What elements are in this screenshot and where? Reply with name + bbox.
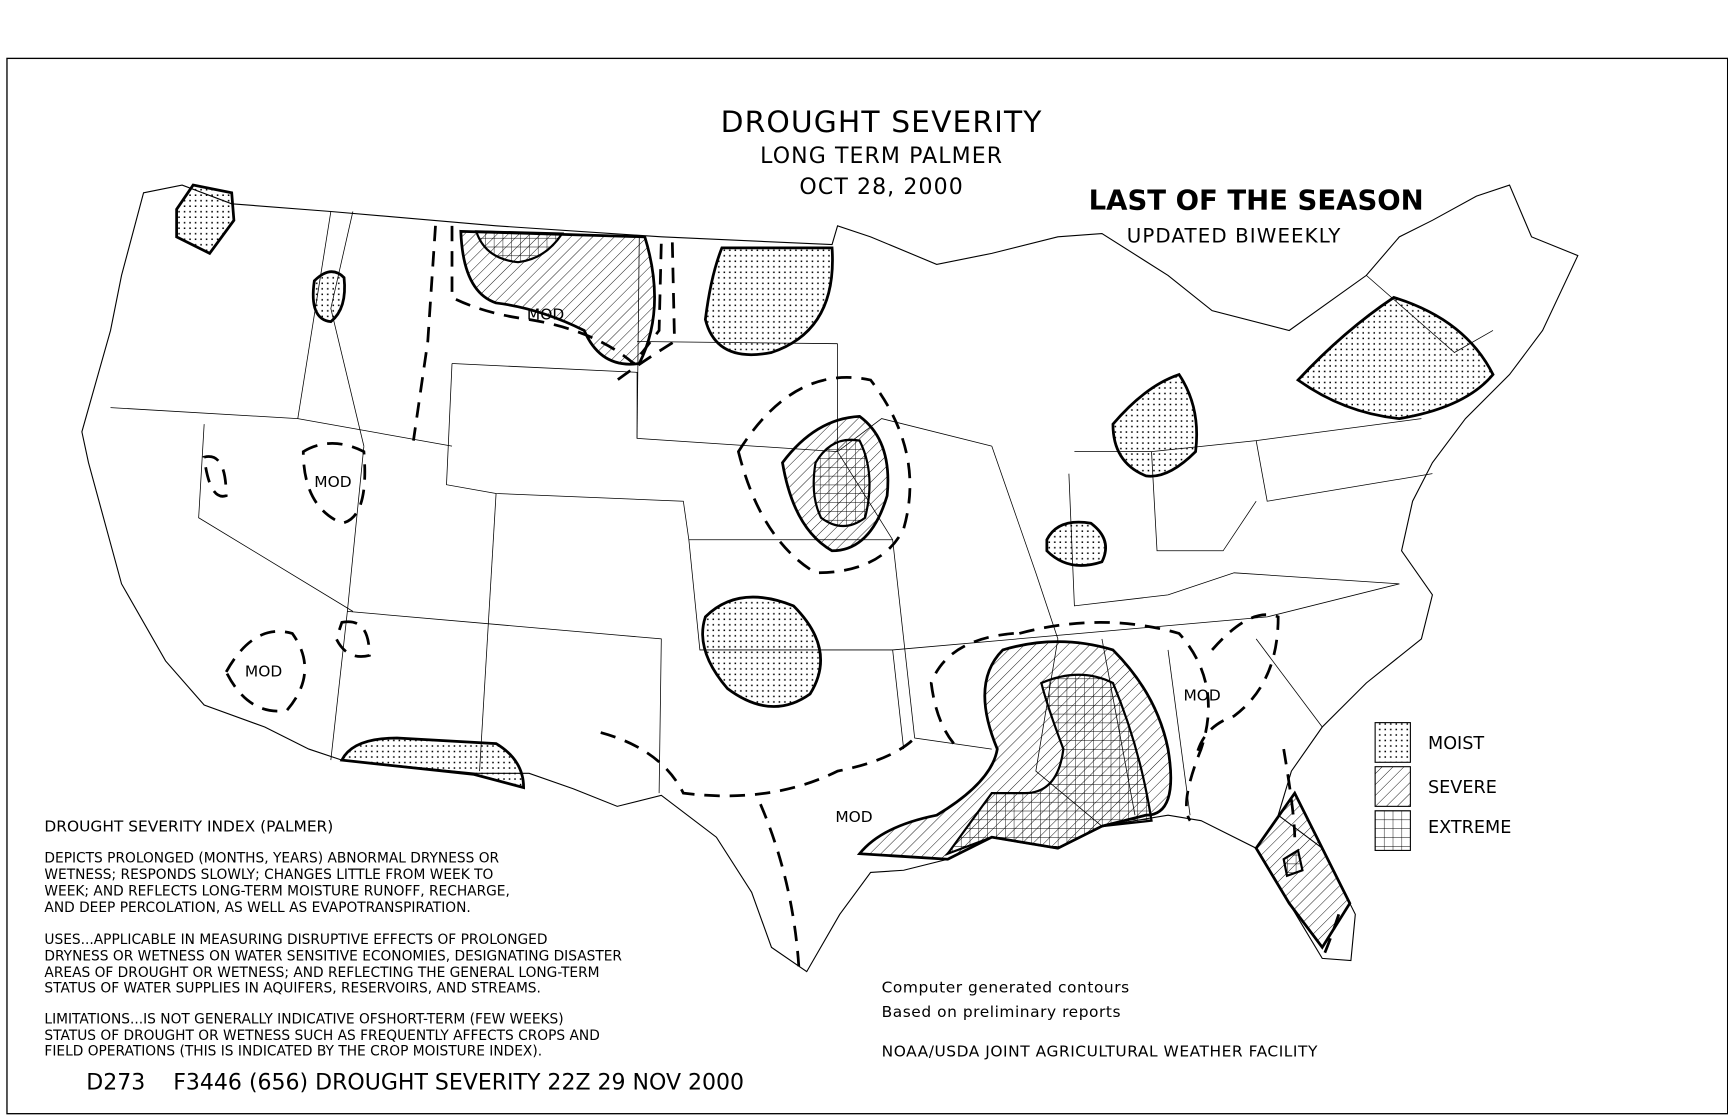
extreme-area-gulf [944,673,1153,857]
description-line: WETNESS; RESPONDS SLOWLY; CHANGES LITTLE… [44,867,493,883]
legend-swatch-severe [1374,766,1411,807]
index-description: DROUGHT SEVERITY INDEX (PALMER) DEPICTS … [44,818,622,1060]
moist-area-kansas-oklahoma [701,595,822,708]
mod-label: MOD [527,305,564,323]
extreme-area-montana [474,230,565,264]
moist-area-oregon [311,270,346,324]
description-heading: DROUGHT SEVERITY INDEX (PALMER) [44,818,333,836]
legend-swatch-extreme [1374,810,1411,851]
legend-label-severe: SEVERE [1428,778,1497,798]
credit-line1: Computer generated contours [882,979,1130,997]
update-frequency: UPDATED BIWEEKLY [1127,224,1342,247]
description-line: STATUS OF DROUGHT OR WETNESS SUCH AS FRE… [44,1028,599,1044]
mod-label: MOD [1183,687,1220,705]
legend-label-moist: MOIST [1428,734,1484,754]
mod-label: MOD [314,473,351,491]
description-line: DRYNESS OR WETNESS ON WATER SENSITIVE EC… [44,949,622,965]
extreme-area-florida [1282,848,1304,878]
season-notice: LAST OF THE SEASON [1089,184,1424,216]
description-line: AND DEEP PERCOLATION, AS WELL AS EVAPOTR… [44,900,470,916]
moist-area-northeast [1295,295,1495,420]
title-line1: DROUGHT SEVERITY [721,105,1043,140]
legend-swatch-moist [1374,722,1411,763]
description-line: FIELD OPERATIONS (THIS IS INDICATED BY T… [44,1043,542,1059]
title-line3: OCT 28, 2000 [799,175,963,200]
moist-area-illinois-indiana [1045,520,1107,567]
moist-area-michigan-ohio [1111,372,1199,478]
extreme-regions [474,230,1304,878]
title-line2: LONG TERM PALMER [760,144,1003,169]
severe-area-montana [459,229,656,366]
mod-label: MOD [245,662,282,680]
description-line: DEPICTS PROLONGED (MONTHS, YEARS) ABNORM… [44,851,499,867]
moist-area-north-dakota [703,246,834,357]
description-line: WEEK; AND REFLECTS LONG-TERM MOISTURE RU… [44,884,509,900]
legend-label-extreme: EXTREME [1428,818,1511,838]
severe-regions [459,229,1352,950]
description-line: USES...APPLICABLE IN MEASURING DISRUPTIV… [44,932,547,948]
credit-line2: Based on preliminary reports [882,1003,1121,1021]
credit-line3: NOAA/USDA JOINT AGRICULTURAL WEATHER FAC… [882,1042,1318,1060]
description-line: AREAS OF DROUGHT OR WETNESS; AND REFLECT… [44,965,599,981]
mod-label: MOD [835,808,872,826]
description-line: LIMITATIONS...IS NOT GENERALLY INDICATIV… [44,1011,563,1027]
extreme-area-iowa [812,438,871,528]
legend: MOIST SEVERE EXTREME [1374,722,1511,851]
moist-area-washington [175,183,236,256]
moderate-drought-contours [202,225,1341,970]
moist-area-arizona [339,736,525,790]
moist-regions [175,183,1495,790]
description-line: STATUS OF WATER SUPPLIES IN AQUIFERS, RE… [44,981,540,997]
footer-product-id: D273 F3446 (656) DROUGHT SEVERITY 22Z 29… [86,1070,744,1095]
